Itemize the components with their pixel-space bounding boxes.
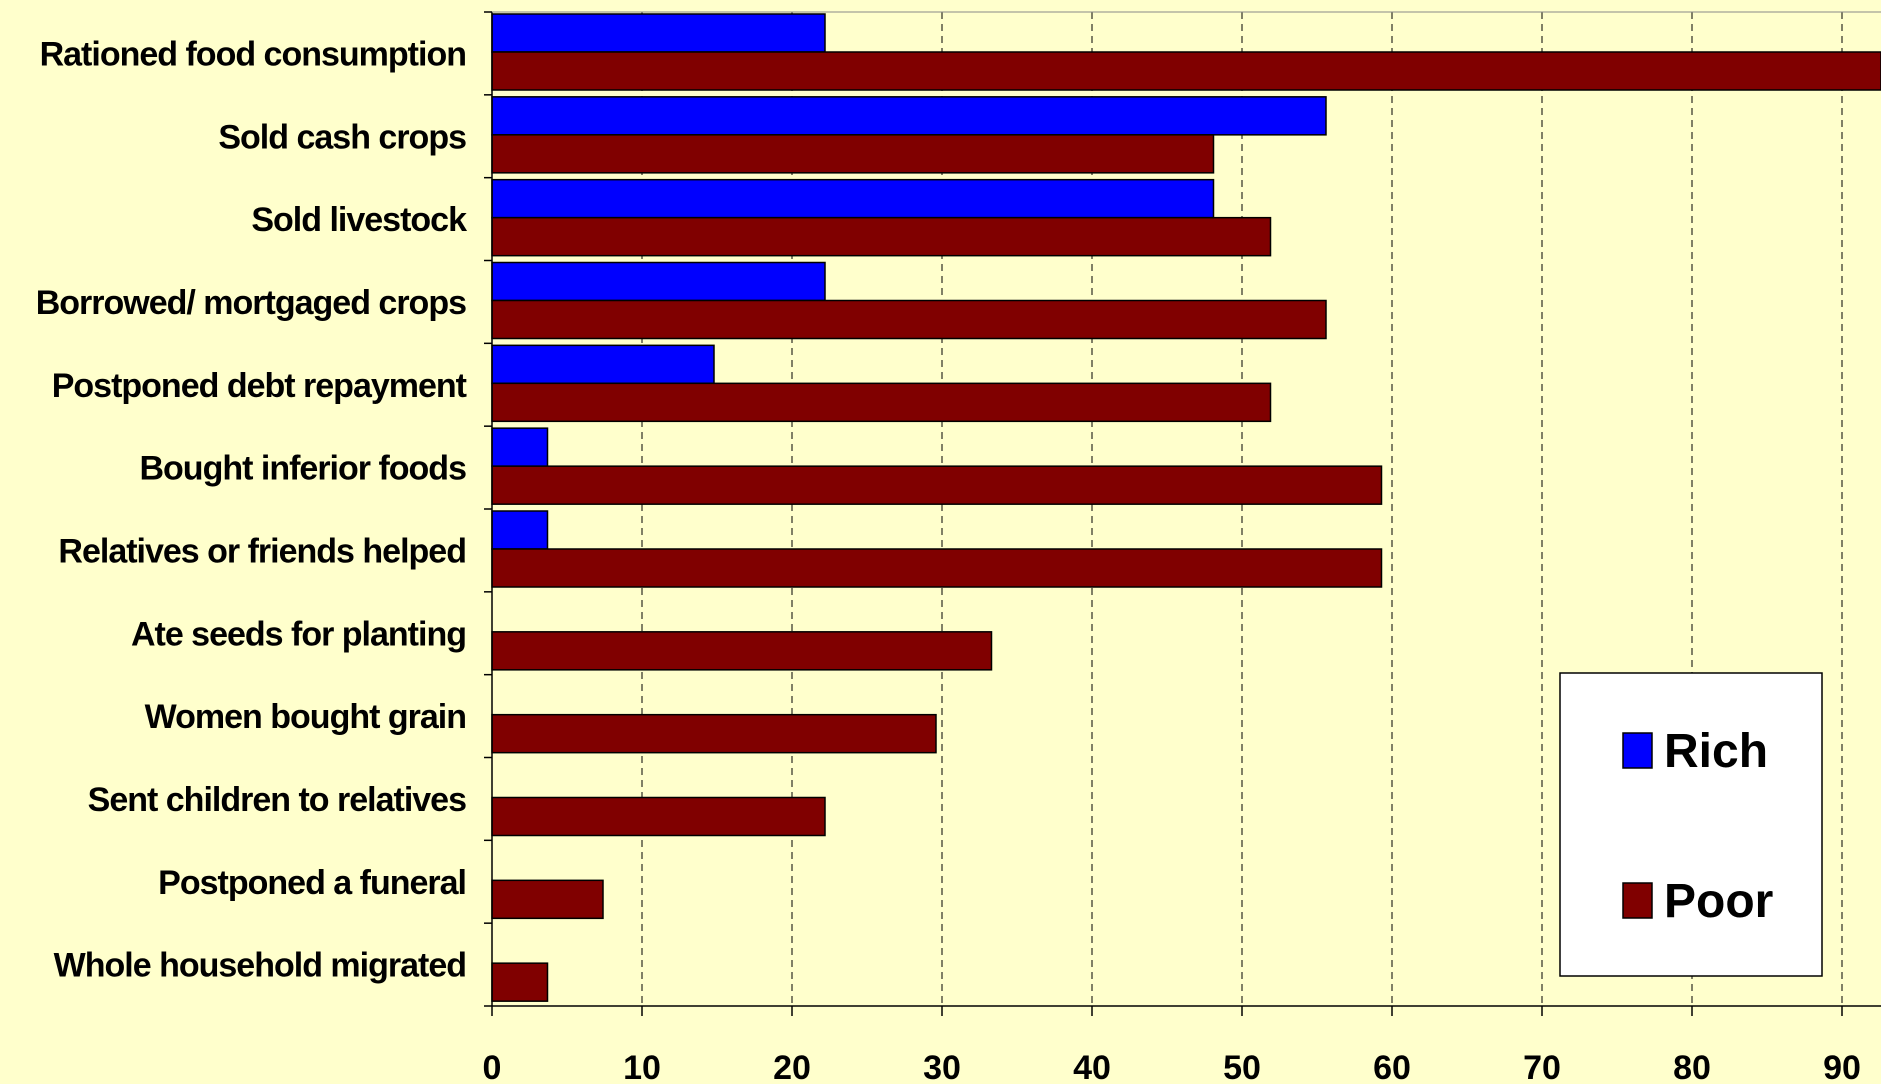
x-tick-label-30: 30	[923, 1049, 961, 1084]
x-tick-labels: 0 10 20 30 40 50 60 70 80 90	[483, 1049, 1861, 1084]
x-tick-label-80: 80	[1673, 1049, 1711, 1084]
bar-rich-5	[491, 427, 549, 467]
bar-rich-2	[491, 178, 1215, 219]
x-tick-label-40: 40	[1073, 1049, 1111, 1084]
legend: Rich Poor	[1559, 672, 1823, 977]
bar-poor-8	[491, 713, 937, 754]
bar-poor-9	[491, 796, 826, 837]
x-tick-label-90: 90	[1823, 1049, 1861, 1084]
category-label-7: Ate seeds for planting	[131, 615, 466, 653]
category-labels: Rationed food consumption Sold cash crops…	[36, 35, 468, 985]
x-tick-label-50: 50	[1223, 1049, 1261, 1084]
category-label-0: Rationed food consumption	[40, 35, 466, 73]
legend-label-poor: Poor	[1664, 875, 1773, 928]
category-label-1: Sold cash crops	[218, 118, 466, 156]
legend-label-rich: Rich	[1664, 725, 1768, 778]
category-label-8: Women bought grain	[145, 698, 466, 736]
legend-box	[1559, 672, 1823, 977]
bar-poor-3	[491, 299, 1327, 340]
bar-rich-6	[491, 510, 549, 550]
bar-poor-4	[491, 382, 1272, 423]
x-tick-label-0: 0	[483, 1049, 502, 1084]
x-tick-label-10: 10	[623, 1049, 661, 1084]
axes	[484, 11, 1881, 1016]
bar-rich-1	[491, 96, 1327, 136]
category-label-5: Bought inferior foods	[139, 450, 466, 488]
category-label-3: Borrowed/ mortgaged crops	[36, 284, 466, 322]
bar-poor-1	[491, 134, 1215, 174]
bar-poor-6	[491, 548, 1383, 588]
legend-swatch-rich	[1622, 732, 1653, 769]
bar-rich-0	[491, 13, 826, 53]
x-tick-label-20: 20	[773, 1049, 811, 1084]
category-label-6: Relatives or friends helped	[58, 532, 466, 570]
category-label-4: Postponed debt repayment	[52, 367, 467, 405]
bar-poor-10	[491, 879, 604, 920]
legend-swatch-poor	[1622, 882, 1653, 919]
bars	[491, 13, 1881, 1002]
bar-poor-7	[491, 631, 993, 671]
bar-poor-0	[491, 51, 1881, 91]
category-label-9: Sent children to relatives	[88, 781, 466, 819]
x-tick-label-70: 70	[1523, 1049, 1561, 1084]
bar-rich-4	[491, 344, 715, 385]
category-label-2: Sold livestock	[251, 201, 467, 239]
bar-rich-3	[491, 261, 826, 302]
category-label-10: Postponed a funeral	[158, 864, 466, 902]
category-label-11: Whole household migrated	[54, 947, 466, 985]
bar-poor-11	[491, 962, 549, 1002]
bar-poor-5	[491, 465, 1383, 505]
bar-poor-2	[491, 216, 1272, 257]
x-tick-label-60: 60	[1373, 1049, 1411, 1084]
